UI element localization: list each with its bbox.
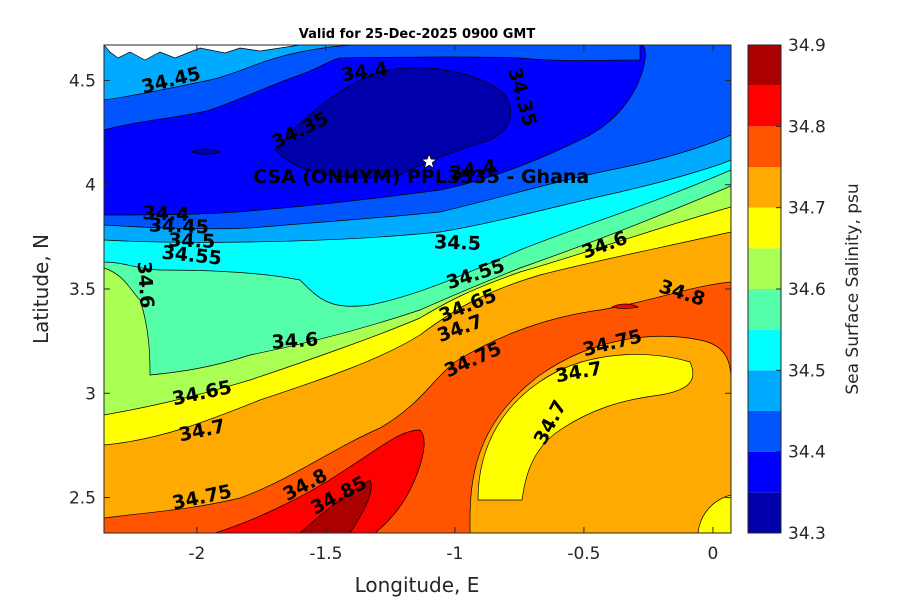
site-marker-layer: CSA (ONHYM) PPL3535 - Ghana bbox=[253, 152, 589, 188]
band-34-7-small-se bbox=[697, 494, 731, 533]
colorbar-swatch bbox=[748, 45, 781, 86]
y-axis-ticks: 2.5 3 3.5 4 4.5 bbox=[69, 71, 731, 509]
colorbar-swatch bbox=[748, 329, 781, 371]
x-tick-label: -1.5 bbox=[309, 544, 342, 564]
x-tick-label: 0 bbox=[708, 544, 719, 564]
contour-label: 34.5 bbox=[168, 229, 216, 253]
colorbar-tick-label: 34.8 bbox=[788, 117, 826, 137]
colorbar-tick-label: 34.3 bbox=[788, 524, 826, 544]
site-label: CSA (ONHYM) PPL3535 - Ghana bbox=[253, 166, 589, 188]
colorbar bbox=[748, 45, 781, 533]
colorbar-tick-label: 34.7 bbox=[788, 199, 826, 219]
colorbar-tick-label: 34.6 bbox=[788, 280, 826, 300]
contour-label: 34.6 bbox=[133, 261, 158, 309]
small-contour-east bbox=[610, 303, 640, 309]
no-data-notch bbox=[104, 45, 301, 61]
site-star-icon bbox=[420, 152, 438, 170]
colorbar-swatch bbox=[748, 370, 781, 411]
y-tick-label: 4.5 bbox=[69, 71, 96, 91]
chart-title: Valid for 25-Dec-2025 0900 GMT bbox=[299, 27, 536, 42]
colorbar-swatch bbox=[748, 167, 781, 208]
y-tick-label: 4 bbox=[85, 176, 96, 196]
colorbar-swatch bbox=[748, 289, 781, 330]
band-34-5-top bbox=[104, 45, 361, 101]
colorbar-swatch bbox=[748, 492, 781, 533]
contour-label: 34.6 bbox=[271, 329, 319, 354]
band-34-65-island bbox=[477, 354, 694, 501]
y-tick-label: 3 bbox=[85, 384, 96, 404]
colorbar-tick-label: 34.9 bbox=[788, 36, 826, 56]
colorbar-ticks: 34.3 34.4 34.5 34.6 34.7 34.8 34.9 bbox=[776, 36, 826, 544]
colorbar-swatch bbox=[748, 126, 781, 167]
colorbar-swatch bbox=[748, 207, 781, 249]
colorbar-swatch bbox=[748, 248, 781, 289]
contour-plot-area bbox=[104, 45, 731, 533]
y-tick-label: 2.5 bbox=[69, 489, 96, 509]
x-axis-ticks: -2 -1.5 -1 -0.5 0 bbox=[188, 45, 718, 564]
colorbar-tick-label: 34.4 bbox=[788, 443, 826, 463]
x-tick-label: -1 bbox=[446, 544, 463, 564]
band-34-8 bbox=[214, 429, 425, 533]
colorbar-label: Sea Surface Salinity, psu bbox=[843, 183, 863, 394]
y-axis-label: Latitude, N bbox=[29, 234, 53, 344]
contour-label: 34.5 bbox=[434, 231, 482, 255]
colorbar-swatch bbox=[748, 411, 781, 452]
band-34-85 bbox=[299, 479, 372, 533]
x-axis-label: Longitude, E bbox=[355, 573, 480, 597]
colorbar-swatch bbox=[748, 451, 781, 493]
x-tick-label: -2 bbox=[188, 544, 205, 564]
x-tick-label: -0.5 bbox=[567, 544, 600, 564]
y-tick-label: 3.5 bbox=[69, 280, 96, 300]
band-34-3 bbox=[274, 67, 512, 179]
colorbar-swatch bbox=[748, 85, 781, 127]
band-34-3-small bbox=[191, 148, 221, 155]
contour-label: 34.4 bbox=[142, 202, 190, 226]
contour-label: 34.45 bbox=[148, 214, 209, 238]
colorbar-tick-label: 34.5 bbox=[788, 361, 826, 381]
